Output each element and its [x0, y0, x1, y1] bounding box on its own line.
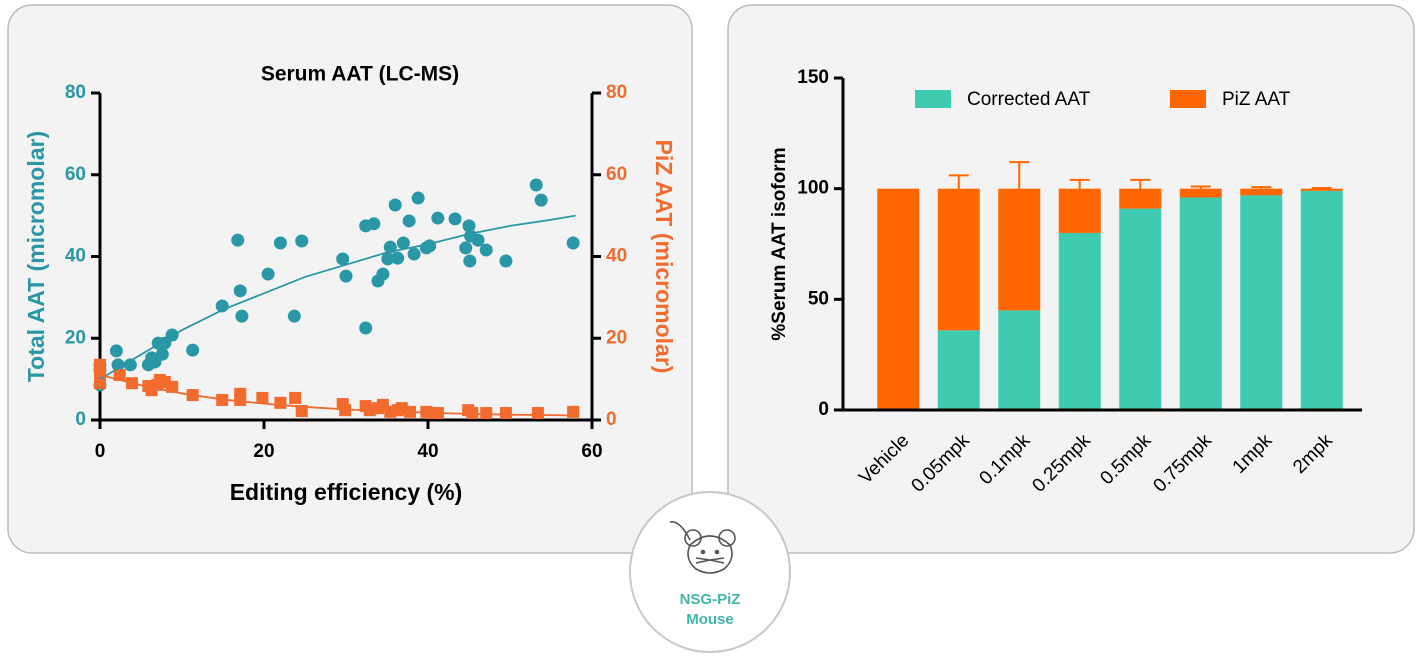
point [156, 348, 169, 361]
point [480, 407, 492, 419]
bar-segment [938, 330, 980, 410]
page: {"chart_data": [ {"type": "scatter", "ti… [0, 0, 1421, 653]
point [480, 243, 493, 256]
point [459, 241, 472, 254]
point [231, 234, 244, 247]
y-tick-label: 0 [818, 399, 829, 420]
point [235, 310, 248, 323]
y2-tick-label: 20 [606, 327, 627, 348]
bar-segment [998, 310, 1040, 410]
y-tick-label: 20 [65, 327, 86, 348]
y-tick-label: 40 [65, 246, 86, 267]
legend-swatch [915, 90, 951, 108]
point [274, 397, 286, 409]
x-tick-label: 40 [417, 441, 438, 462]
badge: NSG-PiZ Mouse [630, 492, 790, 652]
x-tick-label: 60 [581, 441, 602, 462]
badge-text: Mouse [686, 611, 734, 628]
bar-segment [1180, 189, 1222, 198]
bar-segment [1301, 191, 1343, 410]
point [532, 407, 544, 419]
point [500, 407, 512, 419]
point [295, 234, 308, 247]
point [391, 252, 404, 265]
point [408, 248, 421, 261]
bar-segment [938, 189, 980, 331]
point [274, 237, 287, 250]
figure: Serum AAT (LC-MS) Editing efficiency (%) T… [0, 0, 1421, 653]
badge-circle [630, 492, 790, 652]
y2-axis-label: PiZ AAT (micromolar) [651, 140, 677, 374]
bar-segment [1240, 195, 1282, 410]
y2-tick-label: 0 [606, 409, 617, 430]
bar-segment [1059, 189, 1101, 233]
point [530, 178, 543, 191]
y2-tick-label: 60 [606, 164, 627, 185]
point [289, 392, 301, 404]
point [110, 344, 123, 357]
x-tick-label: 0 [95, 441, 106, 462]
y-tick-label: 150 [797, 67, 829, 88]
legend-swatch [1170, 90, 1206, 108]
point [376, 268, 389, 281]
y-axis-label: %Serum AAT isoform [769, 147, 790, 340]
point [403, 214, 416, 227]
legend-label: Corrected AAT [967, 89, 1091, 110]
bar-segment [1119, 209, 1161, 410]
badge-text: NSG-PiZ [680, 591, 741, 608]
y2-tick-label: 40 [606, 246, 627, 267]
point [359, 322, 372, 335]
bar-segment [998, 189, 1040, 311]
chart-title: Serum AAT (LC-MS) [261, 63, 459, 86]
point [234, 284, 247, 297]
bar-segment [1119, 189, 1161, 209]
point [431, 212, 444, 225]
y-tick-label: 0 [75, 409, 86, 430]
x-tick-label: 20 [253, 441, 274, 462]
y-tick-label: 100 [797, 178, 829, 199]
bar-segment [1240, 189, 1282, 196]
point [389, 198, 402, 211]
point [499, 254, 512, 267]
point [567, 237, 580, 250]
y2-tick-label: 80 [606, 82, 627, 103]
point [262, 268, 275, 281]
bar-segment [877, 189, 919, 410]
y-tick-label: 80 [65, 82, 86, 103]
x-axis-label: Editing efficiency (%) [230, 479, 463, 505]
point [463, 254, 476, 267]
bar-segment [1180, 198, 1222, 410]
point [412, 192, 425, 205]
point [94, 359, 106, 371]
point [423, 239, 436, 252]
point [186, 344, 199, 357]
bar-segment [1059, 233, 1101, 410]
point [340, 270, 353, 283]
point [288, 310, 301, 323]
point [367, 217, 380, 230]
point [449, 212, 462, 225]
y-axis-label: Total AAT (micromolar) [23, 131, 49, 382]
y-tick-label: 60 [65, 164, 86, 185]
point [535, 194, 548, 207]
point [256, 392, 268, 404]
y-tick-label: 50 [808, 288, 829, 309]
legend-label: PiZ AAT [1222, 89, 1291, 110]
